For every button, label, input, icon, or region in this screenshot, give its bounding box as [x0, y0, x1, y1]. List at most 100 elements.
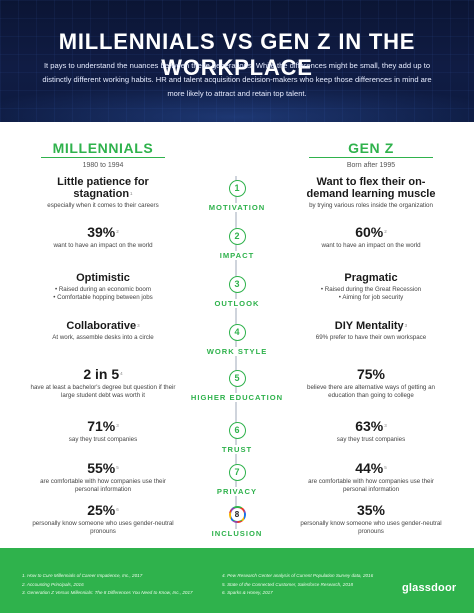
number-badge: 2: [228, 228, 246, 245]
reference-number: 3: [404, 323, 408, 328]
stat-heading-text: Collaborative: [66, 320, 137, 332]
genz-rule: [309, 157, 433, 158]
genz-cell: 35% personally know someone who uses gend…: [296, 502, 446, 536]
stat-description: want to have an impact on the world: [321, 242, 421, 249]
number-badge: 3: [228, 276, 246, 293]
stat-description: are comfortable with how companies use t…: [308, 478, 434, 493]
stat-heading-text: 75%: [356, 366, 386, 382]
references-right: 4. Pew Research Center analysis of Curre…: [222, 572, 392, 598]
number-badge: 6: [228, 422, 246, 439]
stat-description: have at least a bachelor's degree but qu…: [30, 384, 176, 399]
stat-heading-text: DIY Mentality: [334, 320, 404, 332]
genz-cell: Pragmatic • Raised during the Great Reces…: [296, 272, 446, 302]
reference-number: 2: [384, 229, 387, 234]
stat-heading: 75%: [296, 366, 446, 382]
stat-description: 69% prefer to have their own workspace: [315, 334, 427, 341]
stat-description: say they trust companies: [68, 436, 138, 443]
stat-heading: 2 in 54: [28, 366, 178, 382]
stat-heading: 39%2: [28, 224, 178, 240]
category-label: WORK STYLE: [204, 347, 270, 356]
stat-heading-text: Want to flex their on-demand learning mu…: [306, 176, 436, 200]
millennials-cell: Little patience for stagnation1 especiall…: [28, 176, 178, 210]
millennials-cell: 71%3 say they trust companies: [28, 418, 178, 444]
stat-description: • Raised during the Great Recession • Ai…: [320, 286, 422, 301]
category-marker: 1 MOTIVATION: [187, 180, 287, 215]
stat-heading-text: 39%: [87, 224, 116, 240]
reference-number: 3: [137, 323, 140, 328]
number-text: 8: [230, 508, 244, 521]
millennials-rule: [41, 157, 165, 158]
stat-heading: DIY Mentality3: [296, 320, 446, 332]
reference-number: 5: [384, 465, 387, 470]
stat-description: At work, assemble desks into a circle: [52, 334, 154, 341]
reference-number: 6: [116, 507, 119, 512]
reference-item: 4. Pew Research Center analysis of Curre…: [222, 573, 374, 578]
stat-heading-text: 71%: [87, 418, 116, 434]
references-left: 1. How to Cure Millennials of Career Imp…: [22, 572, 202, 598]
millennials-cell: Optimistic • Raised during an economic bo…: [28, 272, 178, 302]
reference-item: 3. Generation Z Versus Millennials: The …: [22, 590, 193, 596]
page-title: MILLENNIALS VS GEN Z IN THE WORKPLACE: [58, 29, 416, 80]
reference-item: 6. Sparks & Honey, 2017: [222, 590, 273, 596]
number-badge: 8: [228, 506, 246, 523]
stat-heading: 63%3: [296, 418, 446, 434]
category-marker: 8 INCLUSION: [187, 506, 287, 541]
stat-heading-text: Little patience for stagnation: [57, 176, 149, 200]
stat-heading: Optimistic: [28, 272, 178, 284]
stat-heading-text: 44%: [355, 460, 384, 476]
footer-band: [0, 548, 474, 613]
stat-heading: 60%2: [296, 224, 446, 240]
stat-heading: 71%3: [28, 418, 178, 434]
category-label: HIGHER EDUCATION: [188, 393, 286, 402]
stat-description: say they trust companies: [336, 436, 406, 443]
category-label: TRUST: [219, 445, 255, 454]
number-badge: 5: [228, 370, 246, 387]
stat-heading: Collaborative3: [28, 320, 178, 332]
reference-item: 2. Accounting Principals, 2016: [22, 581, 84, 587]
stat-description: personally know someone who uses gender-…: [32, 520, 174, 535]
stat-heading-text: Optimistic: [76, 272, 130, 284]
stat-heading-text: 2 in 5: [83, 366, 120, 382]
stat-heading-text: 60%: [355, 224, 384, 240]
genz-cell: Want to flex their on-demand learning mu…: [296, 176, 446, 210]
intro-text: It pays to understand the nuances betwee…: [42, 61, 432, 98]
category-marker: 7 PRIVACY: [187, 464, 287, 499]
stat-heading: Pragmatic: [296, 272, 446, 284]
millennials-cell: 39%2 want to have an impact on the world: [28, 224, 178, 250]
millennials-title: MILLENNIALS: [52, 140, 154, 156]
category-marker: 2 IMPACT: [187, 228, 287, 263]
header-banner: MILLENNIALS VS GEN Z IN THE WORKPLACE It…: [0, 0, 474, 122]
stat-heading: Want to flex their on-demand learning mu…: [296, 176, 446, 200]
number-badge: 4: [228, 324, 246, 341]
category-label: PRIVACY: [214, 487, 260, 496]
reference-number: 1: [130, 191, 133, 196]
number-badge: 7: [228, 464, 246, 481]
category-label: MOTIVATION: [206, 203, 268, 212]
millennials-cell: 25%6 personally know someone who uses gen…: [28, 502, 178, 536]
stat-description: by trying various roles inside the organ…: [309, 202, 433, 209]
genz-title: GEN Z: [348, 140, 394, 156]
millennials-cell: 55%5 are comfortable with how companies u…: [28, 460, 178, 494]
stat-heading: 44%5: [296, 460, 446, 476]
reference-number: 3: [384, 423, 387, 428]
stat-heading-text: 63%: [355, 418, 384, 434]
stat-description: want to have an impact on the world: [53, 242, 153, 249]
category-label: OUTLOOK: [212, 299, 262, 308]
category-label: IMPACT: [217, 251, 257, 260]
stat-heading: 25%6: [28, 502, 178, 518]
millennials-years: 1980 to 1994: [82, 162, 124, 169]
stat-heading-text: 55%: [87, 460, 116, 476]
reference-number: 5: [116, 465, 119, 470]
reference-number: 4: [120, 371, 123, 376]
glassdoor-logo[interactable]: glassdoor: [402, 582, 457, 594]
category-label: INCLUSION: [209, 529, 265, 538]
stat-description: • Raised during an economic boom • Comfo…: [53, 286, 153, 301]
genz-cell: 63%3 say they trust companies: [296, 418, 446, 444]
stat-description: are comfortable with how companies use t…: [40, 478, 166, 493]
stat-heading-text: 25%: [87, 502, 116, 518]
genz-cell: 75% believe there are alternative ways of…: [296, 366, 446, 400]
genz-cell: 44%5 are comfortable with how companies u…: [296, 460, 446, 494]
stat-heading-text: 35%: [356, 502, 386, 518]
genz-years: Born after 1995: [346, 162, 396, 169]
category-marker: 3 OUTLOOK: [187, 276, 287, 311]
